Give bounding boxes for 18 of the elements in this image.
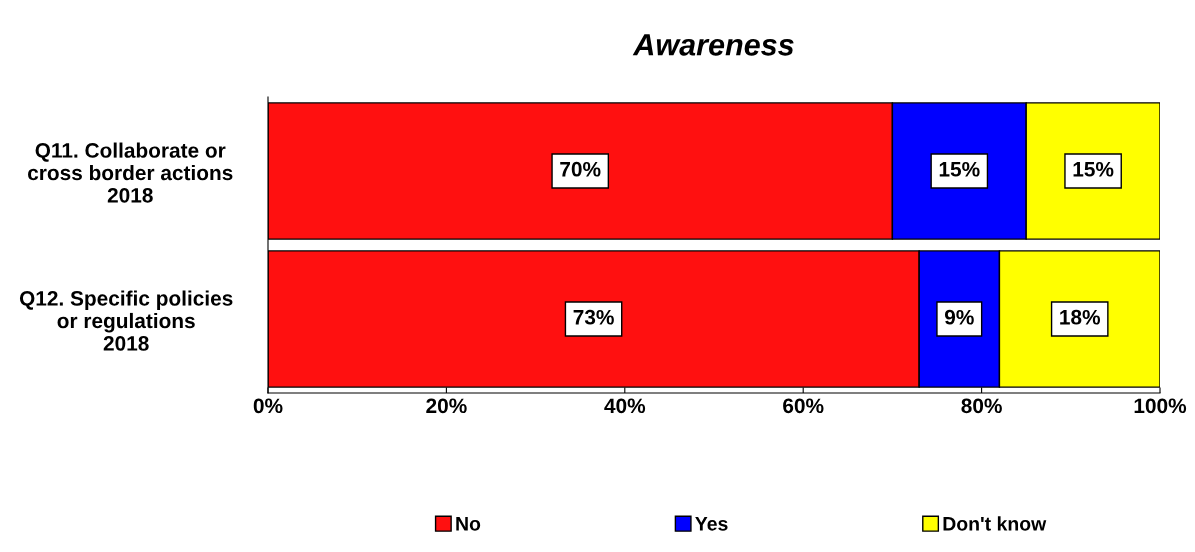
y-tick-label: Q11. Collaborate or cross border actions 2018	[28, 142, 233, 203]
x-tick-label: 20%	[426, 398, 467, 414]
data-label: 70%	[560, 161, 601, 177]
x-tick-label: 80%	[961, 398, 1002, 414]
legend-label: Don't know	[943, 516, 1047, 531]
x-tick-label: 0%	[253, 398, 283, 414]
data-label: 15%	[1073, 161, 1114, 177]
legend-label: No	[456, 517, 481, 531]
data-label: 15%	[939, 161, 980, 177]
data-label: 18%	[1060, 309, 1101, 325]
legend-label: Yes	[695, 517, 728, 531]
data-label: 9%	[944, 309, 974, 325]
data-label: 73%	[573, 309, 614, 325]
y-tick-label: Q12. Specific policies or regulations 2018	[19, 290, 233, 351]
x-tick-label: 40%	[604, 398, 646, 414]
chart-title: Awareness	[632, 34, 794, 56]
x-tick-label: 60%	[783, 398, 824, 414]
x-tick-label: 100%	[1134, 398, 1187, 414]
